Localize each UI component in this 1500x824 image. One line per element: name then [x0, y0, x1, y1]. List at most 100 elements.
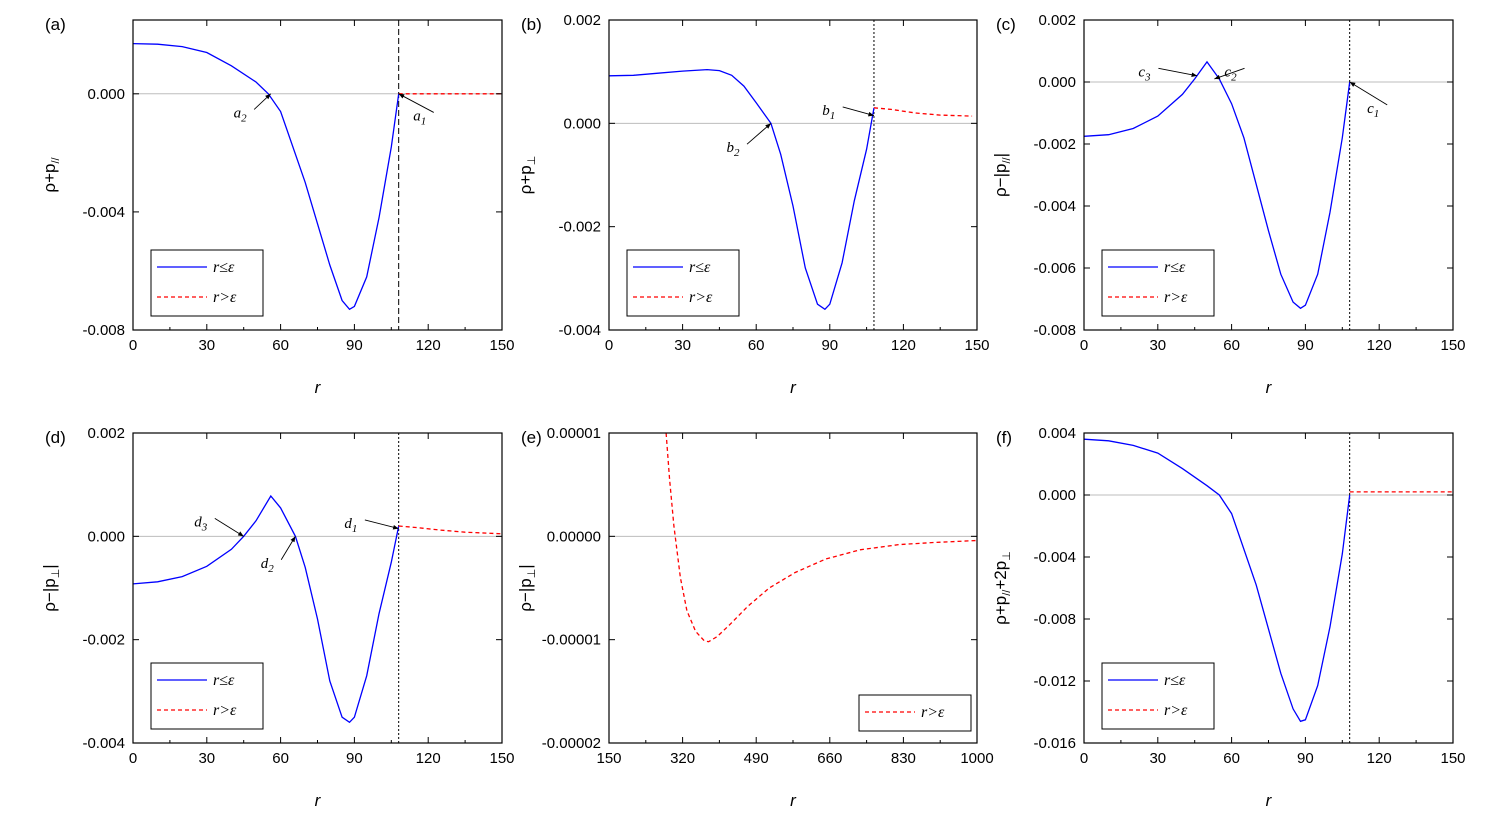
y-tick-label: 0.00000 — [547, 528, 601, 545]
x-tick-label: 0 — [129, 750, 137, 767]
arrow-head — [1191, 72, 1198, 78]
arrow-head — [398, 93, 405, 99]
y-tick-label: -0.002 — [82, 632, 125, 649]
x-tick-label: 90 — [821, 337, 838, 354]
x-axis-label: r — [1266, 791, 1273, 810]
panel-a: 0 30 60 90 120 150 0.000 -0.004 -0.008 (a) r ρ+p// a… — [40, 15, 515, 397]
x-tick-label: 60 — [272, 750, 289, 767]
annotation-label: c2 — [1224, 64, 1237, 83]
x-tick-label: 830 — [891, 750, 916, 767]
panel-label: (d) — [45, 428, 66, 447]
x-tick-label: 0 — [605, 337, 613, 354]
x-tick-label: 30 — [198, 337, 215, 354]
y-tick-label: 0.002 — [87, 425, 125, 442]
arrow-head — [265, 93, 271, 100]
panel-d: 0 30 60 90 120 150 0.002 0.000 -0.002 -0.004 (d) r ρ… — [40, 425, 515, 810]
legend: r≤ε r>ε — [1101, 249, 1215, 317]
legend: r≤ε r>ε — [1101, 662, 1215, 730]
arrow-head — [868, 111, 874, 117]
legend-box — [858, 694, 972, 732]
y-tick-label: 0.002 — [1038, 12, 1076, 29]
series-line-outside — [873, 107, 973, 117]
legend-box — [1101, 662, 1215, 730]
x-tick-label: 0 — [129, 337, 137, 354]
annotation-label: a2 — [234, 105, 248, 124]
y-tick-label: -0.004 — [82, 735, 125, 752]
x-tick-label: 60 — [1223, 337, 1240, 354]
y-tick-label: 0.000 — [87, 86, 125, 103]
panel-label: (e) — [521, 428, 542, 447]
x-tick-label: 60 — [1223, 750, 1240, 767]
annotation-arrow — [364, 519, 399, 530]
y-tick-label: -0.004 — [558, 322, 601, 339]
x-axis-label: r — [315, 791, 322, 810]
x-axis-label: r — [1266, 378, 1273, 397]
y-tick-label: -0.00002 — [542, 735, 601, 752]
legend: r≤ε r>ε — [150, 249, 264, 317]
y-axis-label: ρ+p//+2p⊥ — [991, 551, 1013, 625]
series-line-outside — [398, 525, 502, 535]
y-tick-label: -0.008 — [1033, 322, 1076, 339]
x-tick-label: 150 — [489, 337, 514, 354]
series-line-inside — [1084, 438, 1351, 723]
series-line-inside — [609, 68, 875, 311]
y-tick-label: -0.002 — [558, 219, 601, 236]
legend: r>ε — [858, 694, 972, 732]
x-tick-label: 0 — [1080, 337, 1088, 354]
panel-label: (c) — [996, 15, 1016, 34]
x-tick-label: 150 — [489, 750, 514, 767]
panel-label: (a) — [45, 15, 66, 34]
x-tick-label: 120 — [1367, 337, 1392, 354]
annotation-label: d3 — [194, 514, 208, 533]
y-tick-label: -0.012 — [1033, 673, 1076, 690]
annotation-arrow — [1349, 81, 1388, 106]
arrow-head — [237, 531, 244, 537]
x-tick-label: 30 — [1149, 337, 1166, 354]
arrow-head — [1214, 74, 1221, 80]
annotation-label: d2 — [261, 556, 275, 575]
legend-label: r≤ε — [1164, 672, 1186, 689]
x-tick-label: 60 — [748, 337, 765, 354]
x-tick-label: 120 — [416, 750, 441, 767]
y-tick-label: 0.000 — [87, 528, 125, 545]
arrow-head — [290, 536, 296, 543]
x-tick-label: 150 — [964, 337, 989, 354]
y-tick-label: -0.006 — [1033, 260, 1076, 277]
y-tick-label: -0.00001 — [542, 632, 601, 649]
legend-box — [626, 249, 740, 317]
x-axis-label: r — [790, 791, 797, 810]
legend-label: r≤ε — [213, 672, 235, 689]
y-tick-label: 0.000 — [1038, 487, 1076, 504]
legend: r≤ε r>ε — [626, 249, 740, 317]
legend-label: r>ε — [213, 702, 237, 719]
x-tick-label: 30 — [1149, 750, 1166, 767]
y-axis-label: ρ+p// — [40, 156, 62, 192]
x-tick-label: 1000 — [960, 750, 993, 767]
panel-label: (f) — [996, 428, 1012, 447]
x-tick-label: 120 — [416, 337, 441, 354]
annotation-arrow — [398, 93, 434, 113]
series-line-inside — [133, 494, 400, 724]
x-tick-label: 490 — [744, 750, 769, 767]
legend-label: r>ε — [921, 704, 945, 721]
y-axis-label: ρ−|p⊥| — [516, 564, 538, 611]
panel-label: (b) — [521, 15, 542, 34]
panel-e: 150 320 490 660 830 1000 0.00001 0.00000 -0.0000… — [516, 425, 994, 810]
x-tick-label: 90 — [346, 337, 363, 354]
x-tick-label: 120 — [891, 337, 916, 354]
legend-label: r>ε — [1164, 289, 1188, 306]
annotation-arrow — [1158, 67, 1198, 77]
x-tick-label: 90 — [1297, 337, 1314, 354]
legend-label: r>ε — [213, 289, 237, 306]
x-tick-label: 150 — [1440, 337, 1465, 354]
annotation-label: a1 — [413, 108, 426, 127]
annotation-label: c3 — [1138, 64, 1151, 83]
legend-label: r>ε — [1164, 702, 1188, 719]
panel-c: 0 30 60 90 120 150 0.002 0.000 -0.002 -0.004 -0.00… — [991, 12, 1466, 397]
legend-label: r>ε — [689, 289, 713, 306]
annotation-arrow — [214, 518, 244, 537]
legend-box — [150, 249, 264, 317]
annotation-label: b1 — [822, 103, 835, 122]
y-tick-label: -0.008 — [82, 322, 125, 339]
